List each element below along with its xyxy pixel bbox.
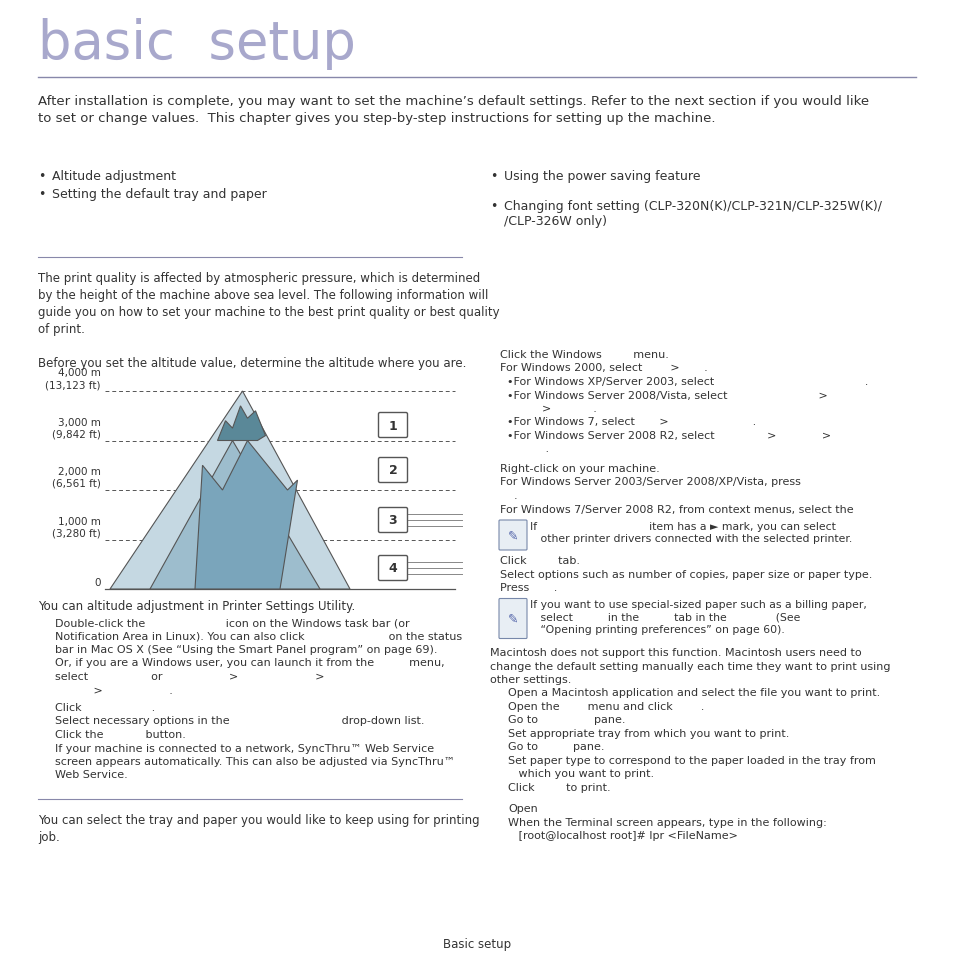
Text: Select necessary options in the                                drop-down list.: Select necessary options in the drop-dow…: [55, 716, 424, 726]
Text: 2: 2: [388, 464, 397, 477]
Text: Macintosh does not support this function. Macintosh users need to
change the def: Macintosh does not support this function…: [490, 648, 889, 684]
Text: For Windows 2000, select        >       .: For Windows 2000, select > .: [499, 363, 707, 374]
Text: Double-click the                       icon on the Windows task bar (or: Double-click the icon on the Windows tas…: [55, 618, 409, 627]
Text: >                   .: > .: [55, 685, 172, 695]
Text: •: •: [490, 170, 497, 183]
Text: select                  or                   >                      >: select or > >: [55, 671, 324, 681]
FancyBboxPatch shape: [498, 598, 526, 639]
Text: 0: 0: [94, 578, 101, 587]
Text: 1: 1: [388, 419, 397, 432]
Text: Select options such as number of copies, paper size or paper type.: Select options such as number of copies,…: [499, 569, 871, 578]
Text: For Windows Server 2003/Server 2008/XP/Vista, press: For Windows Server 2003/Server 2008/XP/V…: [499, 477, 800, 487]
Text: If you want to use special-sized paper such as a billing paper,
   select       : If you want to use special-sized paper s…: [530, 599, 866, 635]
Text: 3,000 m
(9,842 ft): 3,000 m (9,842 ft): [52, 417, 101, 439]
Text: 3: 3: [388, 514, 396, 527]
Polygon shape: [110, 392, 350, 589]
Text: Right-click on your machine.: Right-click on your machine.: [499, 463, 659, 474]
Text: Notification Area in Linux). You can also click                        on the st: Notification Area in Linux). You can als…: [55, 631, 461, 640]
Text: If your machine is connected to a network, SyncThru™ Web Service: If your machine is connected to a networ…: [55, 742, 434, 753]
Text: •For Windows 7, select       >                        .: •For Windows 7, select > .: [499, 417, 756, 427]
Polygon shape: [217, 406, 265, 441]
Text: which you want to print.: which you want to print.: [507, 769, 654, 779]
Text: Go to          pane.: Go to pane.: [507, 741, 604, 752]
Text: You can altitude adjustment in Printer Settings Utility.: You can altitude adjustment in Printer S…: [38, 599, 355, 613]
Text: ✎: ✎: [507, 613, 517, 625]
Text: When the Terminal screen appears, type in the following:: When the Terminal screen appears, type i…: [507, 817, 826, 827]
Text: Set appropriate tray from which you want to print.: Set appropriate tray from which you want…: [507, 728, 788, 739]
Text: Set paper type to correspond to the paper loaded in the tray from: Set paper type to correspond to the pape…: [507, 755, 875, 765]
Text: Web Service.: Web Service.: [55, 770, 128, 780]
Text: bar in Mac OS X (See “Using the Smart Panel program” on page 69).: bar in Mac OS X (See “Using the Smart Pa…: [55, 644, 437, 655]
Text: 1,000 m
(3,280 ft): 1,000 m (3,280 ft): [52, 517, 101, 537]
Text: •For Windows XP/Server 2003, select                                           .: •For Windows XP/Server 2003, select .: [499, 376, 867, 387]
Polygon shape: [194, 441, 297, 589]
Text: Click         to print.: Click to print.: [507, 782, 610, 792]
Text: Setting the default tray and paper: Setting the default tray and paper: [52, 188, 267, 201]
Text: Go to                pane.: Go to pane.: [507, 715, 625, 724]
Text: screen appears automatically. This can also be adjusted via SyncThru™: screen appears automatically. This can a…: [55, 757, 455, 766]
Text: If                                item has a ► mark, you can select
   other pri: If item has a ► mark, you can select oth…: [530, 521, 851, 544]
Text: .: .: [499, 491, 517, 500]
Text: Changing font setting (CLP-320N(K)/CLP-321N/CLP-325W(K)/
/CLP-326W only): Changing font setting (CLP-320N(K)/CLP-3…: [503, 200, 882, 228]
Text: Or, if you are a Windows user, you can launch it from the          menu,: Or, if you are a Windows user, you can l…: [55, 658, 444, 668]
Text: 4,000 m
(13,123 ft): 4,000 m (13,123 ft): [46, 368, 101, 390]
FancyBboxPatch shape: [498, 520, 526, 551]
FancyBboxPatch shape: [378, 508, 407, 533]
Polygon shape: [150, 441, 319, 589]
Text: Press       .: Press .: [499, 582, 557, 593]
Text: Basic setup: Basic setup: [442, 937, 511, 950]
Text: •: •: [38, 188, 46, 201]
Text: .: .: [499, 444, 549, 454]
Text: Click                    .: Click .: [55, 702, 155, 712]
Text: •For Windows Server 2008/Vista, select                          >: •For Windows Server 2008/Vista, select >: [499, 390, 827, 400]
Text: Open the        menu and click        .: Open the menu and click .: [507, 701, 703, 711]
FancyBboxPatch shape: [378, 556, 407, 581]
Text: basic  setup: basic setup: [38, 18, 355, 70]
Text: [root@localhost root]# lpr <FileName>: [root@localhost root]# lpr <FileName>: [507, 831, 737, 841]
Text: Click the            button.: Click the button.: [55, 729, 186, 740]
Text: You can select the tray and paper you would like to keep using for printing
job.: You can select the tray and paper you wo…: [38, 813, 479, 843]
Text: After installation is complete, you may want to set the machine’s default settin: After installation is complete, you may …: [38, 95, 868, 125]
Text: Altitude adjustment: Altitude adjustment: [52, 170, 175, 183]
FancyBboxPatch shape: [378, 458, 407, 483]
Text: 2,000 m
(6,561 ft): 2,000 m (6,561 ft): [52, 467, 101, 489]
Text: Click         tab.: Click tab.: [499, 556, 579, 565]
Text: ✎: ✎: [507, 529, 517, 542]
Text: •: •: [38, 170, 46, 183]
Text: The print quality is affected by atmospheric pressure, which is determined
by th: The print quality is affected by atmosph…: [38, 272, 499, 370]
Text: 4: 4: [388, 562, 397, 575]
Text: Click the Windows         menu.: Click the Windows menu.: [499, 350, 668, 359]
Text: >            .: > .: [499, 403, 597, 414]
Text: For Windows 7/Server 2008 R2, from context menus, select the: For Windows 7/Server 2008 R2, from conte…: [499, 504, 853, 514]
Text: •For Windows Server 2008 R2, select               >             >: •For Windows Server 2008 R2, select > >: [499, 431, 830, 440]
Text: •: •: [490, 200, 497, 213]
Text: Open: Open: [507, 803, 537, 814]
Text: Using the power saving feature: Using the power saving feature: [503, 170, 700, 183]
Text: Open a Macintosh application and select the file you want to print.: Open a Macintosh application and select …: [507, 688, 880, 698]
FancyBboxPatch shape: [378, 413, 407, 438]
